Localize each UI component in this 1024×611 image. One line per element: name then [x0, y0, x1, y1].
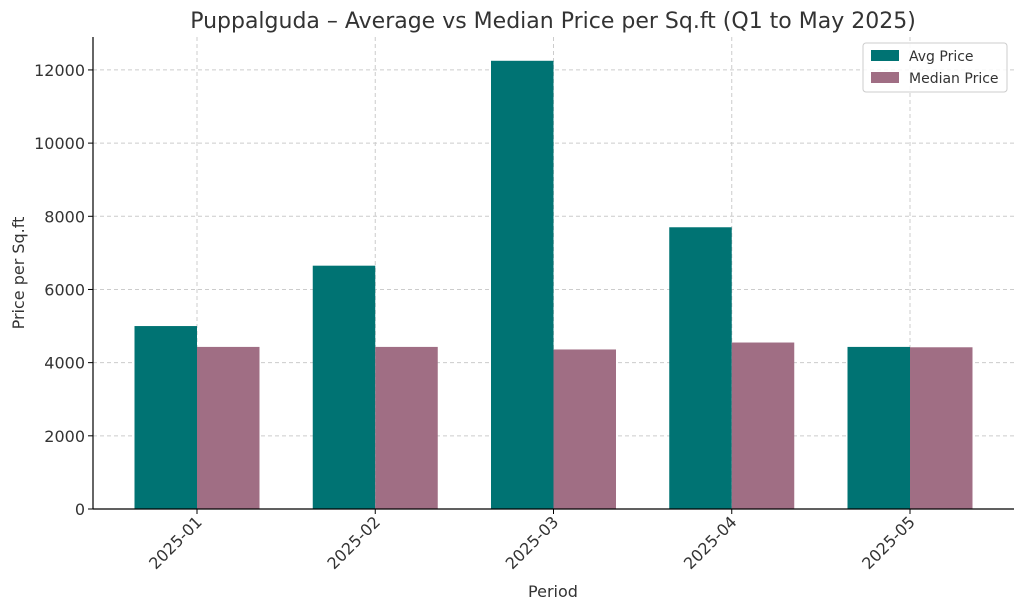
legend-label-median-price: Median Price: [909, 71, 999, 87]
legend-label-avg-price: Avg Price: [909, 49, 974, 65]
y-tick-label: 4000: [44, 354, 85, 373]
legend: Avg Price Median Price: [862, 42, 1008, 93]
x-tick-label: 2025-03: [502, 512, 563, 573]
bar-avg-price-2025-04: [669, 227, 732, 510]
bar-median-price-2025-02: [375, 346, 438, 509]
x-tick-label: 2025-04: [680, 512, 741, 573]
x-axis-label: Period: [528, 582, 578, 601]
x-tick-label: 2025-01: [145, 512, 206, 573]
bar-median-price-2025-01: [197, 346, 260, 509]
bar-median-price-2025-04: [731, 342, 795, 509]
bar-median-price-2025-05: [910, 347, 973, 509]
bar-median-price-2025-03: [553, 349, 616, 509]
legend-swatch-median-price: [871, 72, 899, 83]
x-tick-label: 2025-05: [858, 512, 919, 573]
y-axis-label: Price per Sq.ft: [9, 217, 28, 330]
y-tick-label: 12000: [34, 61, 85, 80]
legend-swatch-avg-price: [871, 50, 899, 61]
bar-avg-price-2025-02: [312, 265, 376, 509]
y-tick-label: 0: [75, 500, 85, 519]
bars: [134, 60, 973, 510]
y-ticks: 0 2000 4000 6000 8000 10000 12000: [34, 61, 93, 519]
y-tick-label: 8000: [44, 207, 85, 226]
chart-title: Puppalguda – Average vs Median Price per…: [190, 9, 916, 34]
bar-avg-price-2025-05: [847, 346, 910, 509]
y-tick-label: 10000: [34, 134, 85, 153]
y-tick-label: 6000: [44, 280, 85, 299]
x-ticks: 2025-01 2025-02 2025-03 2025-04 2025-05: [145, 509, 919, 573]
bar-avg-price-2025-03: [491, 60, 554, 509]
bar-avg-price-2025-01: [134, 326, 197, 509]
y-tick-label: 2000: [44, 427, 85, 446]
x-tick-label: 2025-02: [323, 512, 384, 573]
